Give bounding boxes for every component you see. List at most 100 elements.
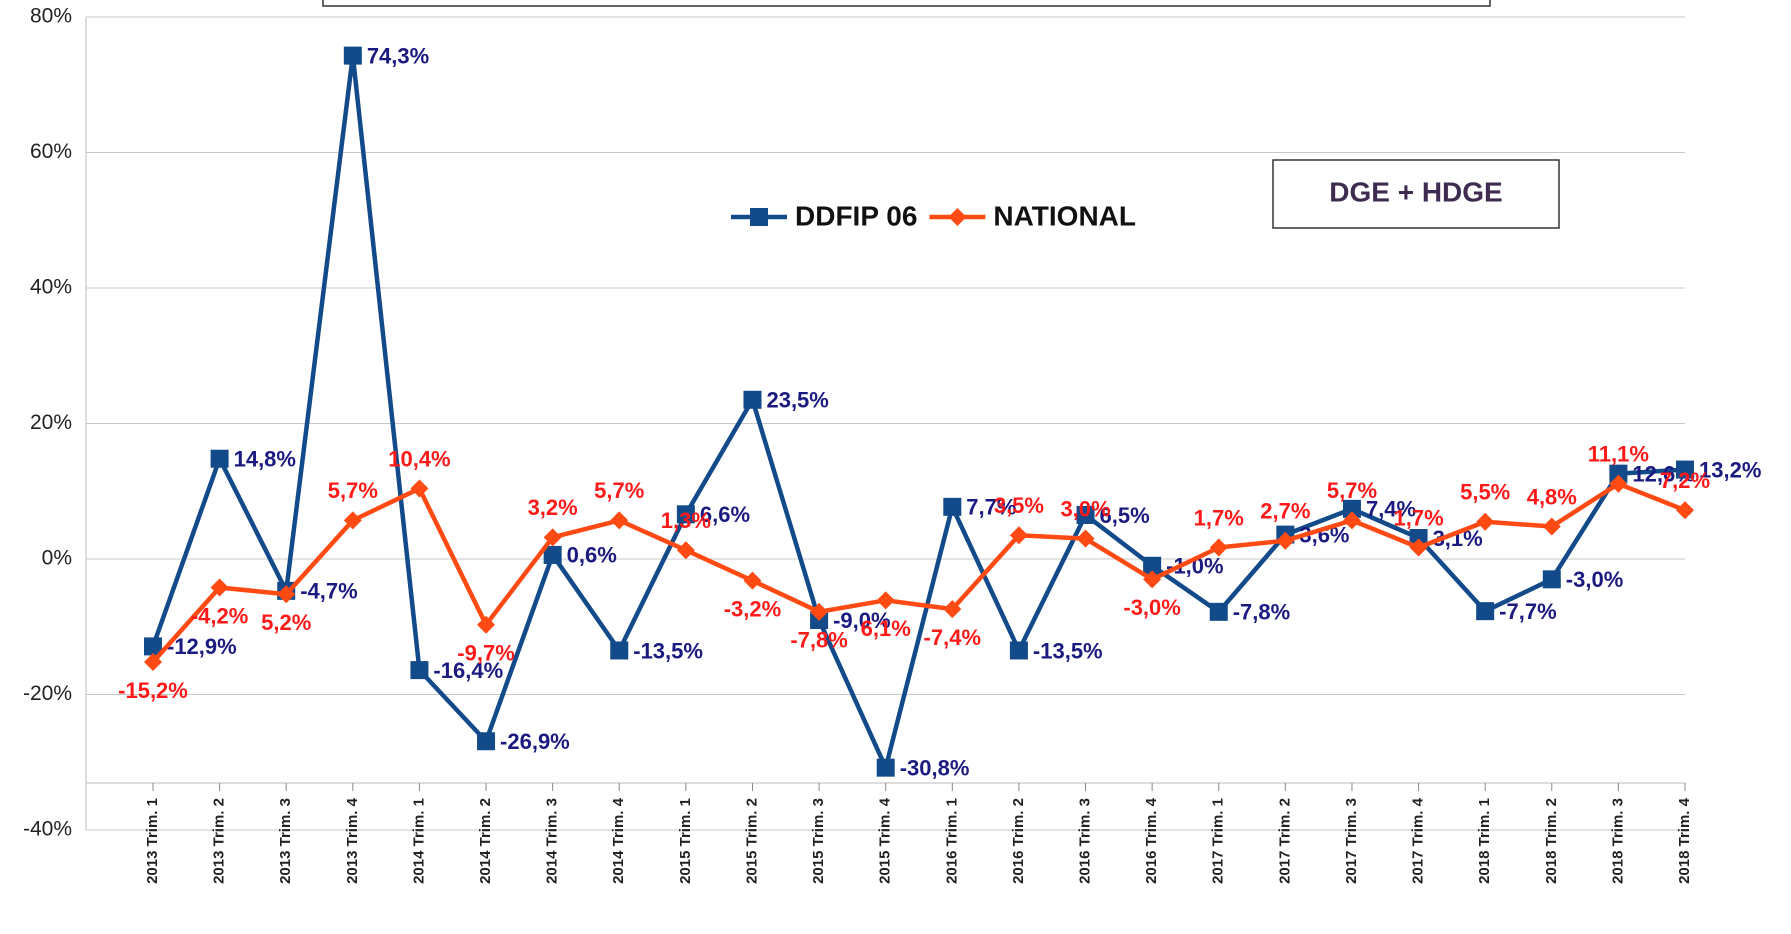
marker [343, 511, 362, 530]
value-label: -7,7% [1499, 599, 1556, 624]
series-line [150, 53, 1686, 770]
value-label: 5,7% [328, 478, 378, 503]
legend-label: NATIONAL [993, 200, 1136, 231]
marker [743, 390, 762, 409]
value-label: -13,5% [633, 638, 703, 663]
value-label: 13,2% [1699, 457, 1761, 482]
marker [343, 46, 362, 65]
y-tick-label: -40% [23, 818, 72, 841]
value-label: 5,5% [1460, 480, 1510, 505]
value-label: -7,8% [790, 628, 847, 653]
marker [210, 449, 229, 468]
y-tick-label: -20% [23, 682, 72, 705]
x-tick-label: 2014 Trim. 3 [544, 798, 561, 884]
value-label: 3,2% [528, 495, 578, 520]
marker [1342, 499, 1361, 518]
value-label: -9,0% [833, 608, 890, 633]
value-label: -4,7% [300, 579, 357, 604]
x-tick-label: 2015 Trim. 3 [810, 798, 827, 884]
value-label: 14,8% [234, 447, 296, 472]
value-label: 4,8% [1527, 484, 1577, 509]
value-label: 2,7% [1260, 499, 1310, 524]
x-tick-label: 2018 Trim. 1 [1476, 798, 1493, 884]
x-tick-label: 2015 Trim. 4 [877, 797, 894, 884]
marker [210, 578, 229, 597]
marker [1476, 602, 1495, 621]
marker [676, 541, 695, 560]
value-label: -7,4% [924, 625, 981, 650]
marker [1076, 505, 1095, 524]
value-label: -3,2% [724, 596, 781, 621]
annotation: DGE + HDGE [1329, 176, 1502, 207]
value-label: -4,2% [191, 603, 248, 628]
marker [1342, 511, 1361, 530]
marker [943, 497, 962, 516]
x-tick-label: 2016 Trim. 2 [1010, 798, 1027, 884]
marker [1076, 529, 1095, 548]
marker [810, 602, 829, 621]
value-label: 7,7% [966, 495, 1016, 520]
value-label: -30,8% [900, 755, 970, 780]
x-tick-label: 2016 Trim. 4 [1143, 797, 1160, 884]
marker [876, 591, 895, 610]
x-tick-label: 2014 Trim. 2 [477, 798, 494, 884]
x-tick-label: 2017 Trim. 3 [1343, 798, 1360, 884]
title-box [322, 0, 1491, 7]
value-label: 6,6% [700, 502, 750, 527]
marker [277, 585, 296, 604]
marker [410, 661, 429, 680]
marker [1009, 526, 1028, 545]
marker [1476, 512, 1495, 531]
value-label: 5,7% [1327, 478, 1377, 503]
marker [1143, 570, 1162, 589]
annotation-box [1272, 159, 1560, 229]
series-line [151, 481, 1686, 664]
marker [943, 600, 962, 619]
marker [543, 528, 562, 547]
marker [1609, 474, 1628, 493]
value-label: -3,0% [1566, 567, 1623, 592]
marker [876, 758, 895, 777]
marker [1676, 460, 1694, 479]
marker [610, 511, 629, 530]
x-tick-label: 2013 Trim. 3 [277, 798, 294, 884]
marker [1276, 531, 1295, 550]
marker [1209, 602, 1228, 621]
value-label: 6,1% [861, 616, 911, 641]
marker [1542, 517, 1561, 536]
value-label: 11,1% [1588, 442, 1649, 467]
marker [1609, 464, 1628, 483]
y-tick-label: 60% [30, 140, 72, 163]
marker [1009, 641, 1028, 660]
y-tick-label: 80% [30, 5, 72, 28]
value-label: 1,7% [1194, 505, 1244, 530]
marker [477, 615, 496, 634]
legend-label: DDFIP 06 [795, 200, 917, 231]
x-tick-label: 2013 Trim. 4 [344, 797, 361, 884]
x-tick-label: 2017 Trim. 4 [1410, 797, 1427, 884]
marker [750, 208, 768, 226]
value-label: 74,3% [367, 43, 429, 68]
value-label: 3,5% [994, 493, 1044, 518]
value-label: -12,9% [167, 634, 237, 659]
x-tick-label: 2013 Trim. 1 [144, 798, 161, 884]
marker [948, 208, 967, 226]
marker [543, 545, 562, 564]
x-tick-label: 2013 Trim. 2 [211, 798, 228, 884]
x-tick-label: 2015 Trim. 1 [677, 798, 694, 884]
value-label: 1,7% [1393, 505, 1443, 530]
marker [743, 571, 762, 590]
value-label: -9,7% [457, 641, 514, 666]
value-label: -15,2% [118, 678, 188, 703]
x-tick-label: 2017 Trim. 2 [1276, 798, 1293, 884]
value-label: 23,5% [766, 388, 828, 413]
x-tick-label: 2016 Trim. 1 [943, 798, 960, 884]
x-tick-label: 2016 Trim. 3 [1076, 798, 1093, 884]
marker [1409, 528, 1428, 547]
value-label: -3,0% [1123, 595, 1180, 620]
y-tick-label: 20% [30, 411, 72, 434]
marker [477, 732, 496, 751]
marker [1143, 556, 1162, 575]
x-tick-label: 2014 Trim. 4 [610, 797, 627, 884]
